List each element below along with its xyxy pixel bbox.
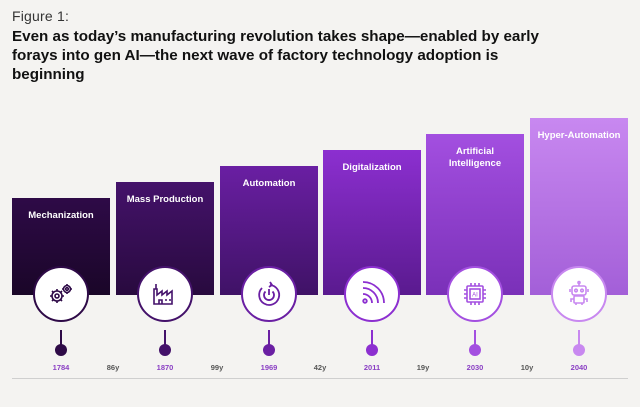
stage-bar-hyper-automation: Hyper-Automation <box>530 118 628 295</box>
signal-waves-icon-circle <box>344 266 400 322</box>
timeline-dot <box>469 344 481 356</box>
stage-label: Mechanization <box>28 210 94 221</box>
bottom-rule <box>12 378 628 379</box>
gap-label: 10y <box>520 363 534 372</box>
cycle-power-icon-circle <box>241 266 297 322</box>
factory-icon <box>153 284 173 305</box>
gears-icon <box>50 284 72 303</box>
timeline-track <box>12 330 628 356</box>
stage-label: Digitalization <box>342 162 402 173</box>
stage-label: Artificial Intelligence <box>448 146 502 169</box>
signal-waves-icon <box>362 281 385 304</box>
timeline-dot <box>159 344 171 356</box>
year-label: 1969 <box>260 363 278 372</box>
cycle-power-icon <box>258 281 281 306</box>
timeline-dot <box>55 344 67 356</box>
stage-label: Automation <box>242 178 296 189</box>
timeline-dot <box>366 344 378 356</box>
year-label: 2030 <box>466 363 484 372</box>
figure-label: Figure 1: <box>12 8 70 24</box>
robot-icon <box>569 280 589 305</box>
gears-icon-circle <box>33 266 89 322</box>
stage-label: Mass Production <box>126 194 204 205</box>
svg-text:AI: AI <box>472 292 478 298</box>
timeline-dot <box>573 344 585 356</box>
gap-label: 42y <box>313 363 327 372</box>
gap-label: 19y <box>416 363 430 372</box>
stage-label: Hyper-Automation <box>537 130 621 141</box>
year-label: 1784 <box>52 363 70 372</box>
robot-icon-circle <box>551 266 607 322</box>
year-label: 2040 <box>570 363 588 372</box>
gap-label: 99y <box>210 363 224 372</box>
timeline-dot <box>263 344 275 356</box>
ai-chip-icon-circle: AI <box>447 266 503 322</box>
gap-label: 86y <box>106 363 120 372</box>
ai-chip-icon: AI <box>464 283 486 305</box>
year-label: 2011 <box>363 363 381 372</box>
factory-icon-circle <box>137 266 193 322</box>
headline: Even as today’s manufacturing revolution… <box>12 28 539 83</box>
year-label: 1870 <box>156 363 174 372</box>
